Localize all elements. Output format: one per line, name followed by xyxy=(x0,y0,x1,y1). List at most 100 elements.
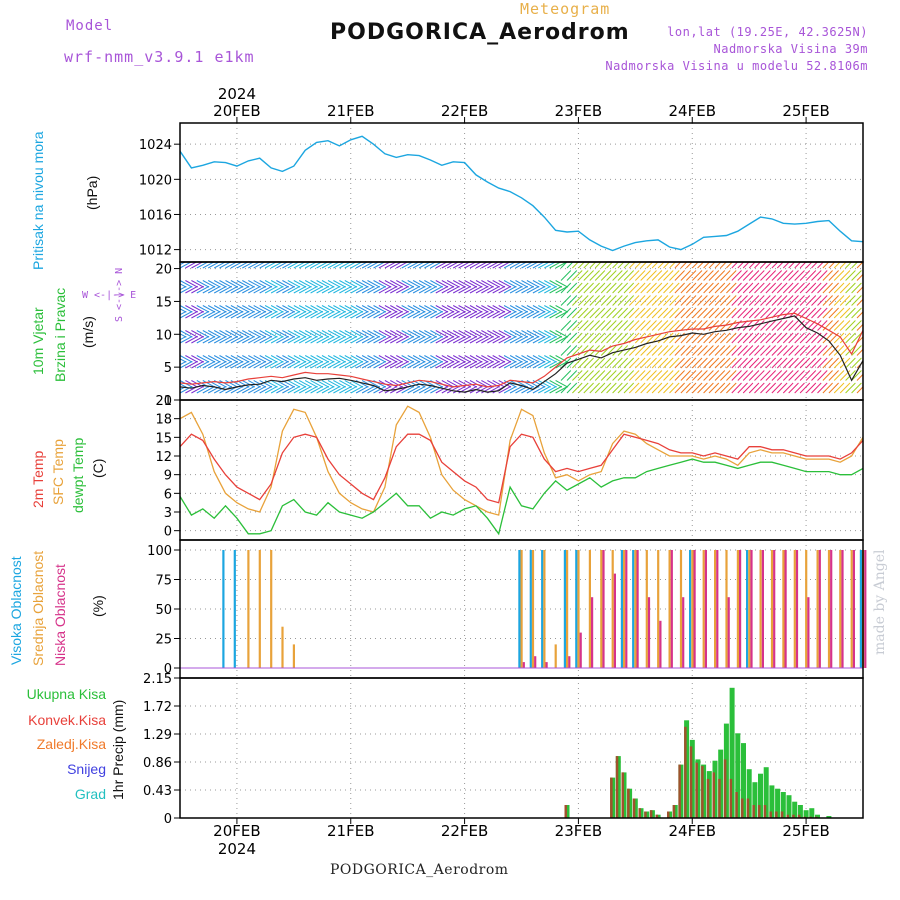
wind-barb xyxy=(509,335,523,344)
cloud-bar-mid xyxy=(702,550,705,668)
precip-bar-total xyxy=(780,792,786,818)
wind-barb xyxy=(259,305,273,313)
wind-barb xyxy=(446,360,460,369)
wind-barb xyxy=(742,282,754,294)
wind-barb xyxy=(424,280,437,288)
wind-barb xyxy=(481,360,494,369)
wind-barb xyxy=(589,295,600,306)
wind-barb xyxy=(282,305,295,313)
wind-barb xyxy=(196,385,210,394)
wind-barb xyxy=(663,320,674,331)
wind-barb xyxy=(572,320,583,331)
wind-barb xyxy=(788,382,799,394)
wind-barb xyxy=(446,330,460,338)
wind-barb xyxy=(589,270,600,281)
wind-barb xyxy=(509,385,523,394)
wind-barb xyxy=(572,370,583,381)
wind-barb xyxy=(236,285,250,294)
wind-barb xyxy=(578,320,589,331)
wind-barb xyxy=(657,332,669,344)
wind-barb xyxy=(765,307,777,319)
wind-barb xyxy=(180,280,193,288)
wind-barb xyxy=(310,335,324,344)
wind-barb xyxy=(583,295,594,306)
wind-barb xyxy=(378,280,392,288)
wind-barb xyxy=(418,335,432,344)
cloud-bar-low xyxy=(625,550,628,668)
wind-barb xyxy=(817,262,825,269)
wind-barb xyxy=(617,382,629,394)
wind-barb xyxy=(799,370,811,381)
precip-bar-convective xyxy=(644,811,647,818)
wind-barb xyxy=(487,305,500,313)
wind-barb xyxy=(555,355,569,363)
wind-barb xyxy=(339,280,352,288)
wind-barb xyxy=(782,370,794,381)
cloud-bar-mid xyxy=(691,550,694,668)
wind-barb xyxy=(282,280,295,288)
wind-barb xyxy=(390,360,403,369)
wind-barb xyxy=(378,360,392,369)
cloud-bar-mid xyxy=(850,550,853,668)
cloud-bar-mid xyxy=(645,550,648,668)
wind-barb xyxy=(396,280,409,288)
wind-barb xyxy=(396,360,409,369)
cloud-bar-mid xyxy=(623,550,626,668)
precip-bar-convective xyxy=(729,778,733,818)
wind-barb xyxy=(327,335,341,344)
wind-barb xyxy=(674,320,685,331)
wind-barb xyxy=(287,385,301,394)
wind-barb xyxy=(396,305,409,313)
cloud-bar-mid xyxy=(725,550,728,668)
wind-barb xyxy=(663,295,674,306)
wind-barb xyxy=(298,360,312,369)
wind-barb xyxy=(851,320,862,331)
wind-barb xyxy=(469,360,483,369)
wind-barb xyxy=(691,262,699,269)
wind-barb xyxy=(304,310,318,319)
wind-barb xyxy=(526,360,540,369)
wind-barb xyxy=(481,330,494,338)
wind-barb xyxy=(726,282,737,294)
wind-barb xyxy=(651,370,663,381)
wind-barb xyxy=(242,285,255,294)
wind-barb xyxy=(669,370,680,381)
wind-barb xyxy=(248,360,261,369)
model-name: wrf-nmm_v3.9.1 e1km xyxy=(64,48,255,66)
wind-barb xyxy=(822,320,833,331)
wind-barb xyxy=(191,360,204,369)
wind-barb xyxy=(361,355,375,363)
wind-barb xyxy=(532,285,546,294)
wind-barb xyxy=(776,320,788,331)
wind-barb xyxy=(481,385,494,394)
wind-barb xyxy=(430,285,443,294)
wind-barb xyxy=(805,307,817,319)
wind-barb xyxy=(407,335,421,344)
wind-barb xyxy=(361,335,375,344)
wind-barb xyxy=(191,385,204,394)
wind-barb xyxy=(714,332,726,344)
wind-barb xyxy=(316,355,330,363)
wind-barb xyxy=(270,280,284,288)
wind-barb xyxy=(612,282,623,294)
wind-barb xyxy=(646,295,657,306)
wind-barb xyxy=(555,330,569,338)
wind-barb xyxy=(509,360,523,369)
wind-barb xyxy=(202,355,216,363)
wind-barb xyxy=(350,385,364,394)
wind-barb xyxy=(498,285,512,294)
wind-barb xyxy=(646,282,657,294)
wind-barb xyxy=(822,357,833,369)
wind-barb xyxy=(264,360,278,369)
wind-barb xyxy=(617,262,625,269)
wind-barb xyxy=(685,320,697,331)
wind-barb xyxy=(594,382,606,394)
wind-barb xyxy=(760,282,771,294)
wind-barb xyxy=(828,282,839,294)
wind-barb xyxy=(737,262,745,269)
wind-barb xyxy=(327,310,341,319)
wind-barb xyxy=(253,355,267,363)
wind-barb xyxy=(862,304,863,306)
wind-barb xyxy=(253,285,267,294)
wind-barb xyxy=(737,345,748,356)
